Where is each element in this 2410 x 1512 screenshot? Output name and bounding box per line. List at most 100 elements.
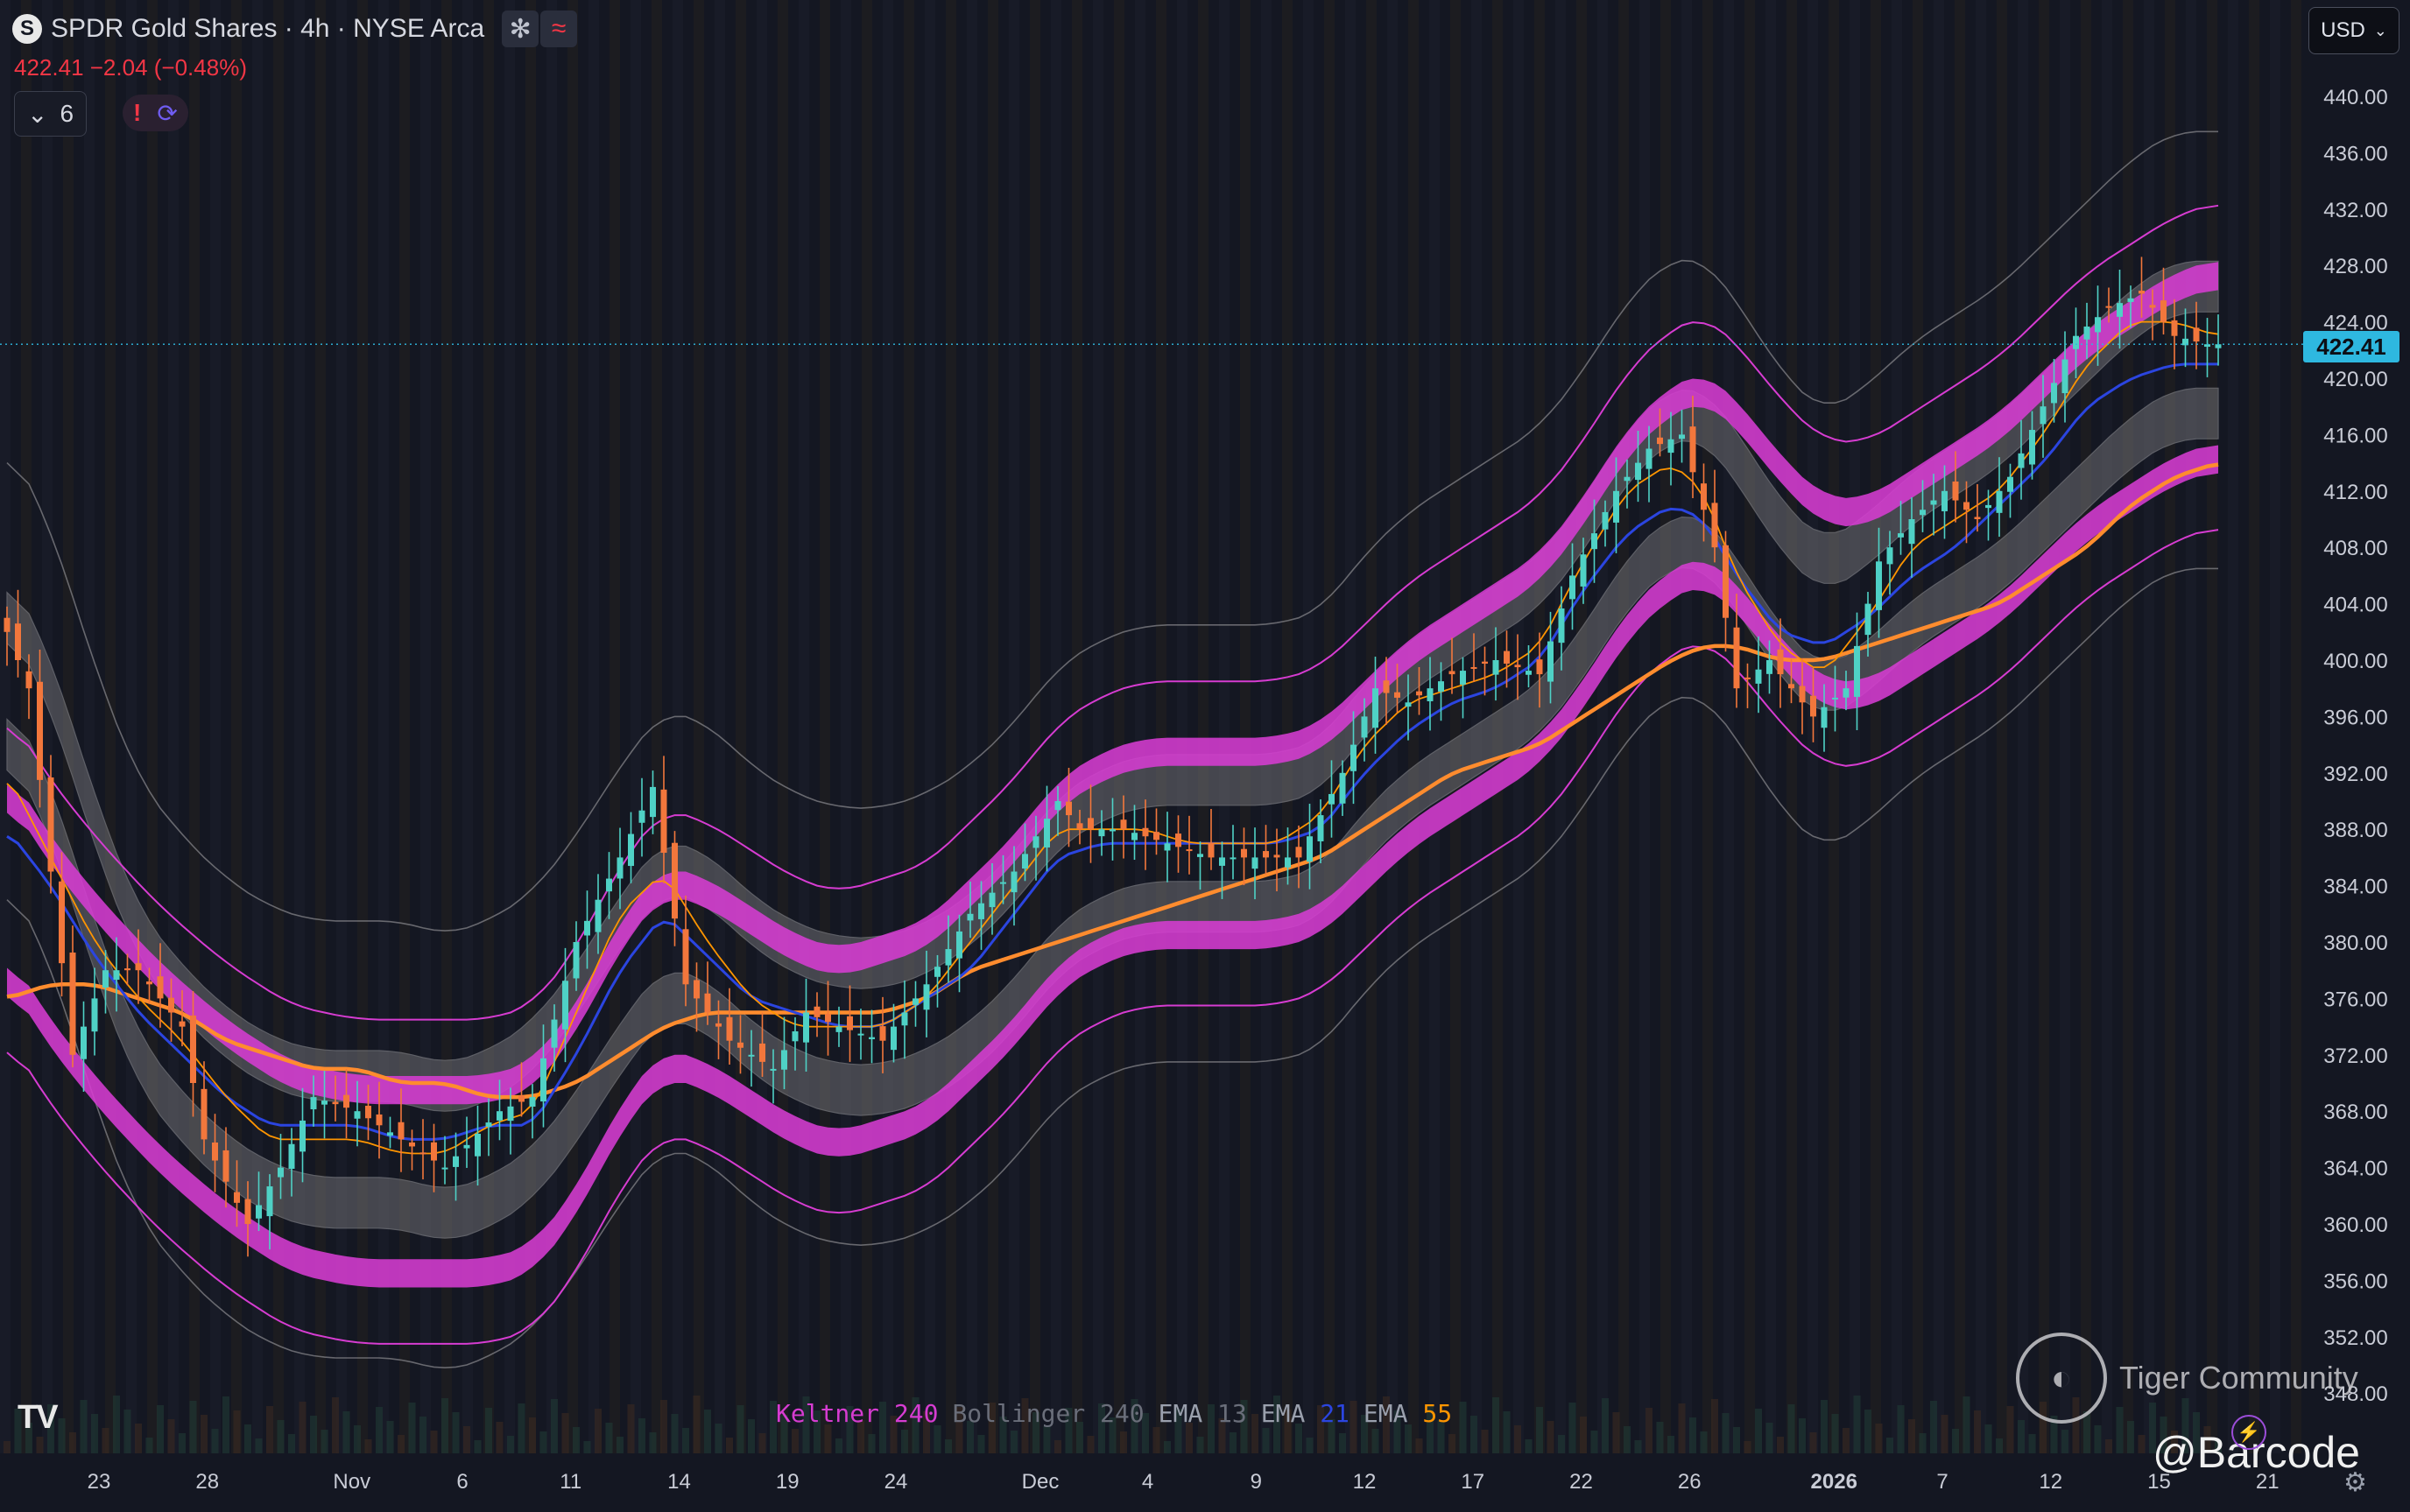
candle-body	[1044, 819, 1050, 847]
candle	[2095, 285, 2101, 366]
candle-body	[715, 1023, 722, 1027]
candle	[1635, 431, 1641, 503]
volume-bar	[1897, 1405, 1905, 1453]
status-pill[interactable]: ! ⟳	[123, 95, 188, 131]
candle-body	[1460, 671, 1466, 685]
indicator-toggle-button[interactable]: ⌄ 6	[14, 91, 88, 137]
volume-bar	[1186, 1423, 1193, 1453]
candle	[234, 1160, 240, 1227]
candle	[1536, 632, 1543, 708]
candle-body	[1076, 823, 1083, 830]
volume-bar	[1295, 1424, 1302, 1453]
candle-body	[475, 1133, 481, 1157]
volume-bar	[189, 1401, 197, 1453]
volume-bar	[945, 1439, 952, 1453]
price-axis-bg	[2312, 0, 2410, 1512]
volume-bar	[167, 1419, 175, 1453]
session-stripe	[483, 0, 494, 1453]
legend-ema13[interactable]: EMA 13	[1158, 1399, 1247, 1428]
candle	[2061, 331, 2068, 423]
candle-body	[1744, 677, 1751, 679]
candle-body	[1985, 504, 1991, 509]
session-stripe	[1786, 0, 1797, 1453]
chevron-down-icon: ⌄	[2373, 21, 2387, 39]
session-stripe	[1681, 0, 1692, 1453]
tradingview-logo[interactable]: TV	[18, 1399, 59, 1436]
candle-body	[2182, 338, 2188, 346]
candle-body	[2117, 303, 2123, 317]
session-stripe	[841, 0, 851, 1453]
candle	[759, 1012, 765, 1077]
volume-bar	[2149, 1403, 2156, 1453]
legend-ema55[interactable]: EMA 55	[1363, 1399, 1453, 1428]
candle	[978, 881, 984, 950]
volume-bar	[561, 1413, 569, 1453]
keltner-lower-band	[7, 445, 2218, 1288]
candle	[1241, 827, 1247, 886]
candle	[1613, 457, 1619, 553]
candle	[1361, 698, 1368, 762]
candle	[1908, 496, 1915, 578]
volume-bar	[1667, 1436, 1674, 1453]
session-stripe	[610, 0, 620, 1453]
volume-bar	[1361, 1415, 1368, 1453]
candle	[715, 1000, 722, 1059]
candle-body	[453, 1156, 459, 1167]
session-stripe	[1576, 0, 1587, 1453]
volume-bar	[1098, 1403, 1105, 1453]
volume-bar	[1043, 1426, 1051, 1453]
candle-body	[2083, 326, 2090, 340]
currency-select[interactable]: USD ⌄	[2308, 7, 2399, 54]
candle	[857, 1009, 864, 1060]
lightning-icon[interactable]: ⚡	[2231, 1415, 2266, 1450]
volume-bar	[649, 1432, 657, 1453]
candle-body	[419, 1152, 426, 1155]
candle-body	[463, 1144, 470, 1149]
legend-bollinger[interactable]: Bollinger 240	[952, 1399, 1145, 1428]
candle-body	[47, 777, 54, 872]
gear-icon[interactable]: ⚙	[2343, 1468, 2367, 1497]
session-stripe	[1660, 0, 1671, 1453]
candle-body	[1175, 833, 1181, 847]
candle	[419, 1119, 426, 1180]
time-tick-label: 26	[1678, 1470, 1702, 1494]
volume-bar	[1777, 1437, 1784, 1453]
candle	[1142, 799, 1149, 870]
candle	[81, 1001, 87, 1093]
candle	[595, 874, 602, 954]
price-tick-label: 376.00	[2323, 988, 2387, 1011]
candle-body	[1723, 545, 1729, 618]
volume-bar	[1875, 1424, 1883, 1453]
session-stripe	[862, 0, 872, 1453]
candle	[365, 1084, 371, 1141]
candle-body	[190, 1015, 196, 1083]
volume-bar	[113, 1396, 120, 1453]
session-stripe	[2144, 0, 2154, 1453]
candle-body	[1186, 849, 1193, 852]
candle	[737, 1015, 743, 1074]
legend-ema21[interactable]: EMA 21	[1260, 1399, 1349, 1428]
candle	[1733, 594, 1740, 708]
candle-body	[1492, 660, 1499, 675]
session-stripe	[2291, 0, 2301, 1453]
volume-bar	[583, 1441, 591, 1453]
volume-bar	[211, 1429, 219, 1453]
candle-body	[1635, 462, 1641, 481]
volume-bar	[835, 1438, 842, 1453]
candle-body	[222, 1150, 229, 1182]
time-axis-bg	[0, 1453, 2410, 1512]
bollinger-outer-upper	[6, 130, 2218, 932]
wave-icon[interactable]: ≈	[540, 11, 578, 47]
candle-body	[518, 1095, 525, 1102]
candle-body	[321, 1101, 328, 1105]
volume-bar	[145, 1438, 153, 1453]
session-stripe	[1030, 0, 1040, 1453]
volume-bar	[1131, 1399, 1138, 1453]
candle-body	[1361, 716, 1368, 738]
session-stripe	[1618, 0, 1629, 1453]
symbol-title[interactable]: SPDR Gold Shares · 4h · NYSE Arca	[51, 14, 485, 43]
legend-keltner[interactable]: Keltner 240	[776, 1399, 939, 1428]
snowflake-icon[interactable]: ✻	[502, 11, 539, 47]
candle-body	[234, 1192, 240, 1203]
